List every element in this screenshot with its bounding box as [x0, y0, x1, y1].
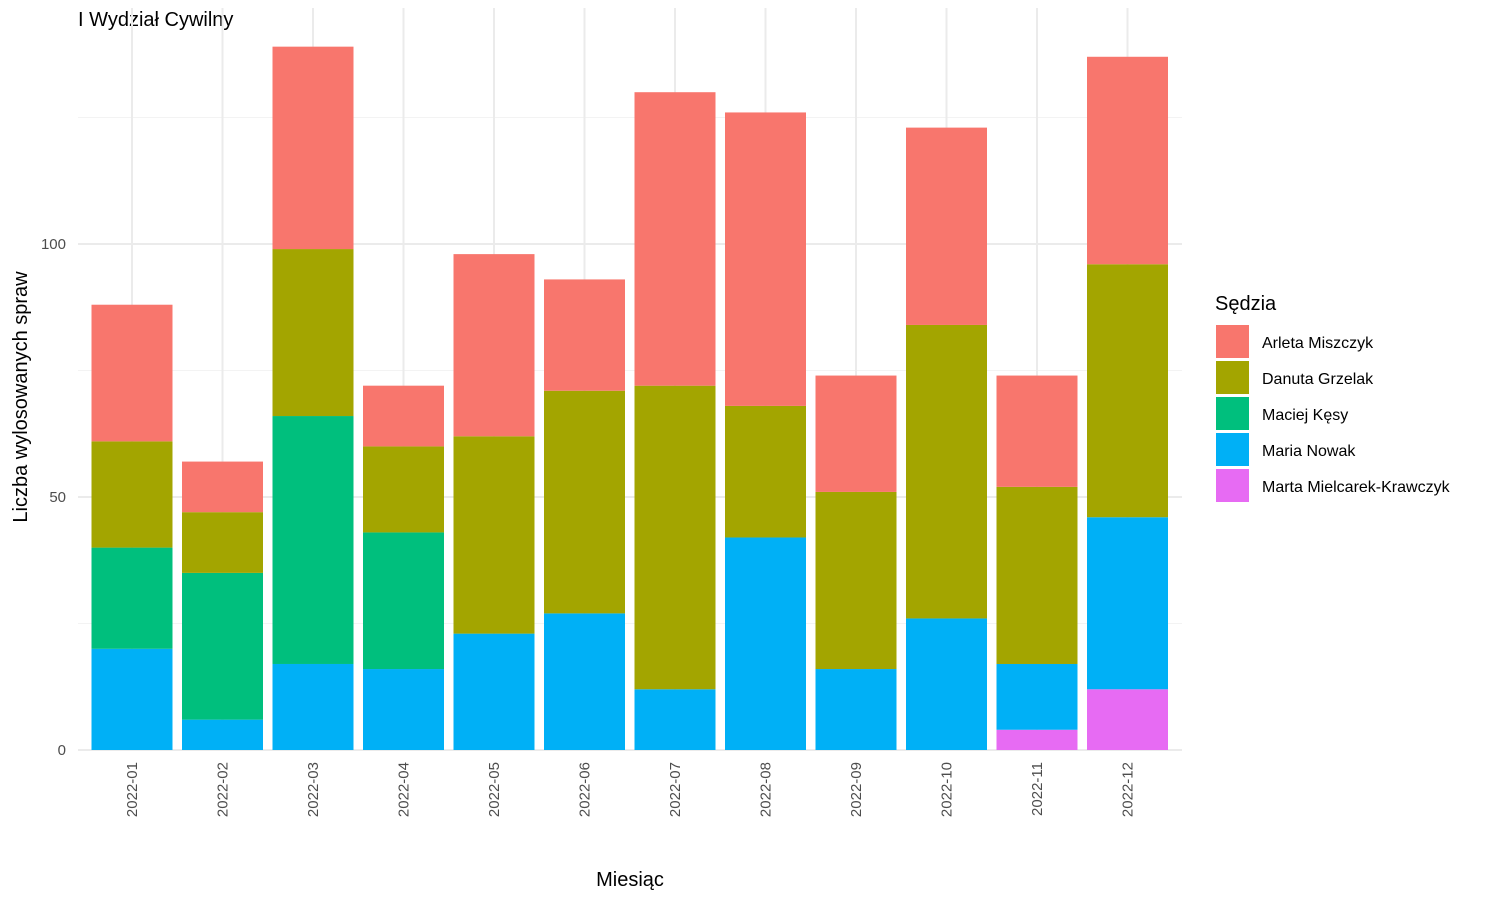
x-tick-label: 2022-03 — [305, 762, 322, 817]
bar-segment — [453, 436, 535, 634]
bar-segment — [182, 719, 263, 750]
legend-swatch — [1216, 361, 1249, 394]
bar-segment — [1087, 56, 1168, 265]
bar-segment — [1087, 689, 1168, 750]
x-tick-label: 2022-12 — [1120, 762, 1137, 817]
bar-segment — [91, 648, 173, 750]
bar-segment — [363, 446, 444, 533]
y-tick-label: 50 — [49, 489, 66, 506]
y-tick-label: 100 — [41, 236, 66, 253]
x-tick-label: 2022-08 — [758, 762, 775, 817]
y-tick-label: 0 — [58, 742, 66, 759]
x-axis-title: Miesiąc — [596, 869, 664, 891]
bar-segment — [91, 441, 173, 548]
bar-segment — [634, 92, 716, 386]
bar-segment — [815, 669, 897, 750]
bar-segment — [725, 537, 806, 750]
bar-segment — [272, 46, 354, 250]
legend-swatch — [1216, 325, 1249, 358]
legend-label: Maciej Kęsy — [1262, 407, 1348, 424]
y-axis-title: Liczba wylosowanych spraw — [10, 271, 32, 523]
x-tick-label: 2022-10 — [939, 762, 956, 817]
x-tick-label: 2022-02 — [215, 762, 232, 817]
bar-segment — [544, 613, 625, 750]
bar-segment — [996, 663, 1078, 730]
legend: Sędzia Arleta Miszczyk Danuta Grzelak Maci… — [1215, 293, 1451, 502]
legend-swatch — [1216, 397, 1249, 430]
bar-segment — [815, 491, 897, 670]
bar-segment — [91, 547, 173, 649]
bar-segment — [634, 689, 716, 750]
bar-segment — [725, 112, 806, 406]
bar-segment — [1087, 264, 1168, 518]
bar-segment — [91, 304, 173, 442]
legend-swatch — [1216, 433, 1249, 466]
bar-segment — [996, 375, 1078, 487]
bar-segment — [272, 249, 354, 417]
x-tick-label: 2022-01 — [124, 762, 141, 817]
bar-segment — [453, 633, 535, 750]
legend-label: Danuta Grzelak — [1262, 371, 1374, 388]
y-axis-ticks: 0 50 100 — [41, 236, 66, 759]
bar-segment — [906, 618, 987, 750]
bar-segment — [544, 390, 625, 614]
x-tick-label: 2022-09 — [848, 762, 865, 817]
legend-label: Arleta Miszczyk — [1262, 335, 1374, 352]
bar-segment — [996, 729, 1078, 750]
bar-segment — [182, 572, 263, 720]
x-tick-label: 2022-11 — [1029, 762, 1046, 816]
x-tick-label: 2022-05 — [486, 762, 503, 817]
bar-segment — [272, 416, 354, 664]
bar-segment — [906, 127, 987, 325]
x-tick-label: 2022-07 — [667, 762, 684, 817]
bar-segment — [725, 405, 806, 538]
legend-swatch — [1216, 469, 1249, 502]
chart-title: I Wydział Cywilny — [78, 9, 233, 31]
legend-title: Sędzia — [1215, 293, 1277, 315]
bar-segment — [363, 532, 444, 670]
legend-label: Marta Mielcarek-Krawczyk — [1262, 479, 1451, 496]
bars — [91, 46, 1168, 750]
bar-segment — [363, 669, 444, 750]
bar-segment — [544, 279, 625, 391]
x-axis-ticks: 2022-01 2022-02 2022-03 2022-04 2022-05 2022-… — [124, 762, 1137, 817]
bar-segment — [634, 385, 716, 690]
x-tick-label: 2022-06 — [577, 762, 594, 817]
bar-segment — [996, 486, 1078, 664]
bar-segment — [1087, 517, 1168, 690]
bar-segment — [182, 512, 263, 573]
bar-segment — [363, 385, 444, 447]
x-tick-label: 2022-04 — [396, 762, 413, 817]
legend-label: Maria Nowak — [1262, 443, 1356, 460]
bar-segment — [906, 324, 987, 619]
bar-segment — [815, 375, 897, 492]
bar-segment — [453, 254, 535, 437]
bar-segment — [182, 461, 263, 513]
bar-segment — [272, 663, 354, 750]
